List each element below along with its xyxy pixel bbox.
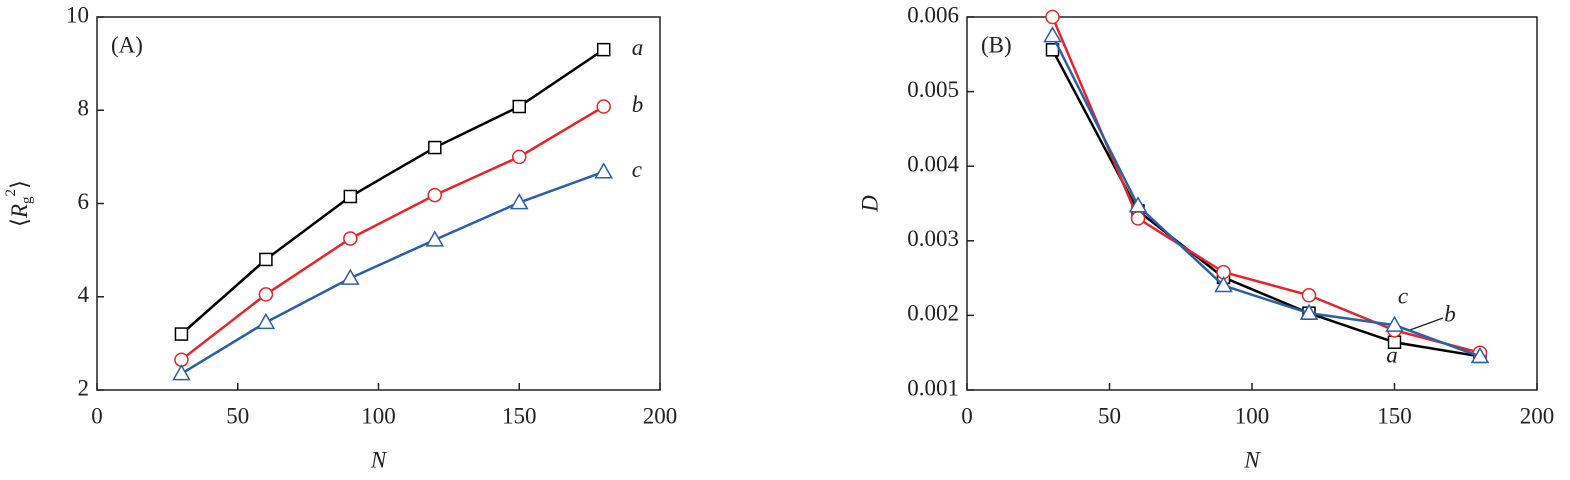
y-axis-label-part: ⟩ [7, 180, 32, 189]
marker [425, 230, 445, 247]
marker [596, 42, 611, 57]
legend-label: c [1398, 283, 1408, 308]
legend-label: b [1444, 301, 1456, 326]
marker [1385, 315, 1404, 332]
x-tick-label: 50 [1098, 403, 1121, 428]
x-axis-label: N [370, 447, 388, 472]
marker [1043, 26, 1062, 43]
x-tick-label: 100 [361, 403, 396, 428]
x-tick-label: 200 [1520, 403, 1555, 428]
marker [1301, 288, 1317, 303]
y-tick-label: 0.002 [907, 301, 959, 326]
marker [596, 99, 611, 114]
x-tick-label: 50 [226, 403, 249, 428]
legend-label: c [632, 157, 642, 182]
y-axis-label-part: R [7, 204, 32, 219]
y-tick-label: 4 [78, 282, 90, 307]
series-line [180, 48, 605, 335]
y-axis-label: ⟨Rg2⟩ [3, 180, 35, 227]
y-tick-label: 2 [78, 375, 90, 400]
legend-label: b [632, 92, 644, 117]
marker [343, 189, 358, 204]
marker [509, 193, 529, 210]
marker [1470, 346, 1490, 364]
marker [1128, 196, 1148, 213]
y-tick-label: 0.004 [907, 151, 959, 176]
marker [256, 312, 276, 330]
series-line [1051, 16, 1481, 354]
y-tick-label: 10 [66, 2, 89, 27]
x-tick-label: 200 [643, 403, 678, 428]
y-axis-label-part: 2 [3, 189, 19, 197]
marker [343, 231, 358, 246]
marker [1299, 303, 1319, 320]
marker [1130, 211, 1146, 226]
marker [594, 162, 613, 179]
y-axis-label: D [857, 195, 882, 213]
marker [259, 252, 273, 267]
marker [341, 268, 360, 285]
marker [174, 327, 189, 341]
marker [428, 140, 442, 155]
series-line [1051, 35, 1481, 358]
y-tick-label: 0.001 [907, 375, 959, 400]
marker [172, 364, 191, 381]
marker [258, 287, 274, 302]
y-tick-label: 8 [78, 96, 90, 121]
y-tick-label: 0.006 [907, 2, 959, 27]
marker [427, 187, 443, 203]
marker [512, 149, 527, 165]
y-axis-label-part: ⟨ [7, 218, 32, 227]
x-tick-label: 0 [961, 403, 973, 428]
x-tick-label: 150 [1377, 403, 1412, 428]
y-tick-label: 0.003 [907, 226, 959, 251]
marker [512, 99, 526, 114]
legend-label: a [632, 35, 644, 60]
y-axis-label-part: g [19, 196, 35, 204]
x-axis-label: N [1243, 447, 1261, 472]
marker [1214, 276, 1233, 293]
x-tick-label: 150 [502, 403, 537, 428]
panel-label: (A) [111, 32, 143, 57]
panel-label: (B) [981, 32, 1012, 57]
series-line [1051, 49, 1481, 358]
legend-label: a [1386, 342, 1398, 367]
y-tick-label: 0.005 [907, 77, 959, 102]
marker [1045, 9, 1060, 25]
x-tick-label: 0 [91, 403, 103, 428]
series-line [180, 170, 605, 375]
y-tick-label: 6 [78, 189, 90, 214]
plot-frame [966, 16, 1538, 391]
leader-line [1409, 317, 1444, 331]
x-tick-label: 100 [1235, 403, 1270, 428]
series-line [180, 105, 605, 361]
